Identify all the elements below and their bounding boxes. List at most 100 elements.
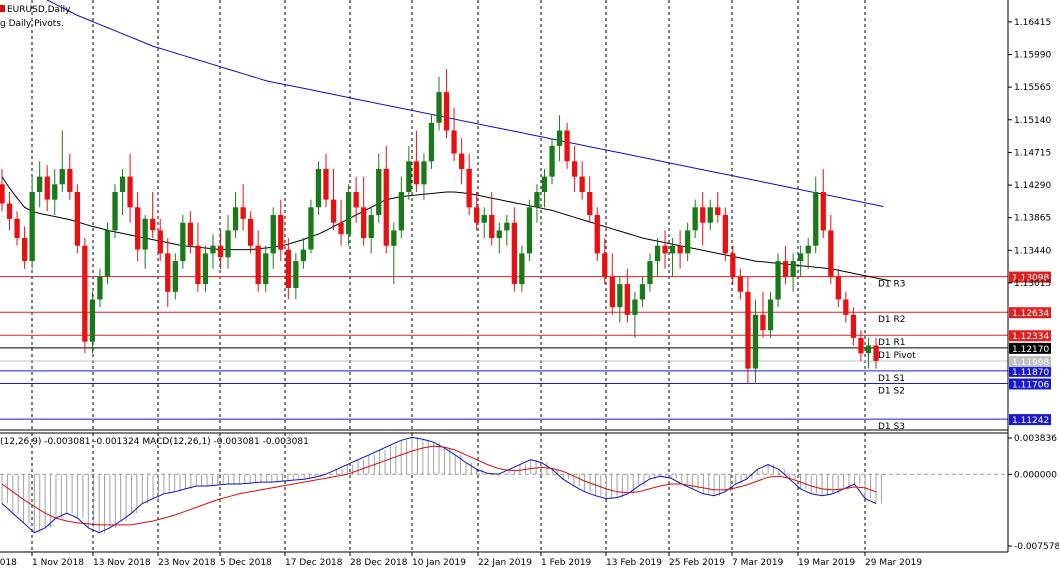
- price-tick-label: 1.15990: [1014, 51, 1051, 61]
- candle-body: [293, 261, 299, 288]
- candle-body: [6, 203, 13, 219]
- candle-body: [782, 261, 789, 277]
- macd-header: (12,26,9) -0.003081 -0.001324 MACD(12,26…: [0, 437, 309, 447]
- pivot-name: D1 R2: [878, 315, 906, 325]
- candle-body: [647, 261, 653, 285]
- candle-body: [579, 176, 585, 192]
- pivot-name: D1 S3: [878, 422, 905, 432]
- candle-body: [858, 337, 864, 354]
- candle-body: [865, 345, 872, 354]
- price-tick-label: 1.15140: [1014, 116, 1051, 126]
- pivot-name: D1 S1: [878, 374, 905, 384]
- candle-body: [873, 345, 879, 361]
- candle-body: [376, 168, 382, 215]
- candle-body: [345, 192, 352, 235]
- macd-tick-label: 0.003836: [1014, 434, 1057, 444]
- candle-body: [119, 176, 126, 192]
- candle-body: [489, 215, 495, 238]
- candle-body: [594, 215, 600, 254]
- candle-body: [707, 207, 713, 223]
- candle-body: [654, 245, 661, 262]
- date-label: 13 Feb 2019: [606, 558, 662, 568]
- chart-subtitle: g Daily Pivots.: [0, 19, 64, 29]
- candle-body: [37, 176, 43, 192]
- candle-body: [82, 245, 88, 342]
- candle-body: [263, 253, 269, 285]
- price-tick-label: 1.16415: [1014, 18, 1051, 28]
- date-label: 7 Mar 2019: [732, 558, 784, 568]
- candle-body: [278, 215, 284, 250]
- candle-body: [22, 238, 28, 261]
- candle-body: [474, 207, 480, 223]
- candle-body: [534, 192, 540, 208]
- candle-body: [104, 230, 111, 277]
- pivot-name: D1 S2: [878, 386, 905, 396]
- candle-body: [135, 207, 141, 250]
- pivot-price-label: 1.12170: [1012, 345, 1049, 355]
- candle-body: [172, 261, 178, 292]
- candle-body: [639, 284, 646, 300]
- pivot-name: D1 R3: [878, 280, 906, 290]
- candle-body: [112, 192, 118, 231]
- pivot-price-label: 1.11706: [1012, 380, 1049, 390]
- pivot-price-label: 1.12634: [1012, 309, 1049, 319]
- pivot-price-tag: [1009, 342, 1051, 354]
- macd-panel: (12,26,9) -0.003081 -0.001324 MACD(12,26…: [0, 436, 1008, 534]
- candle-body: [767, 299, 774, 331]
- candle-body: [52, 184, 58, 200]
- candle-body: [195, 245, 201, 285]
- candle-body: [451, 130, 457, 154]
- price-tick-label: 1.13865: [1014, 214, 1051, 224]
- candle-body: [383, 168, 389, 246]
- pivot-price-tag: [1009, 365, 1051, 377]
- candle-body: [421, 161, 427, 185]
- candle-body: [828, 230, 834, 277]
- macd-tick-label: 0.000000: [1014, 470, 1057, 480]
- candle-body: [0, 184, 5, 204]
- candle-body: [602, 253, 608, 277]
- candle-body: [617, 284, 623, 308]
- date-label: 10 Jan 2019: [412, 558, 466, 568]
- date-label: 23 Nov 2018: [158, 558, 216, 568]
- candle-body: [157, 230, 163, 254]
- candle-body: [556, 130, 563, 146]
- candle-body: [587, 192, 593, 215]
- candle-body: [232, 207, 239, 231]
- candle-body: [564, 130, 570, 162]
- macd-tick-label: -0.007578: [1014, 542, 1059, 552]
- candle-body: [248, 218, 254, 246]
- candle-body: [700, 207, 706, 223]
- candle-body: [632, 299, 638, 315]
- candle-body: [406, 161, 412, 192]
- candle-body: [368, 215, 374, 238]
- candle-body: [466, 168, 472, 208]
- candle-body: [572, 161, 578, 177]
- candle-body: [300, 249, 306, 262]
- candle-body: [308, 207, 314, 250]
- date-label: 25 Feb 2019: [669, 558, 725, 568]
- candle-body: [692, 207, 698, 231]
- candle-body: [481, 215, 487, 223]
- candle-body: [685, 230, 691, 254]
- pivot-labels: D1 R3 1.13098 D1 R2 1.12634 D1 R1 1.12334 D1 P…: [878, 271, 1051, 432]
- date-label: 29 Mar 2019: [865, 558, 922, 568]
- candle-body: [805, 245, 811, 254]
- moving-average-lines: [1, 0, 892, 282]
- candle-body: [737, 276, 743, 292]
- candle-body: [428, 122, 435, 162]
- candle-body: [624, 284, 630, 315]
- pivot-name: D1 Pivot: [878, 351, 916, 361]
- candle-body: [609, 276, 615, 308]
- date-label: 13 Nov 2018: [93, 558, 151, 568]
- candle-body: [850, 314, 857, 338]
- candle-body: [180, 222, 186, 262]
- date-label: 5 Dec 2018: [220, 558, 272, 568]
- candle-body: [59, 168, 65, 185]
- candle-body: [255, 245, 261, 285]
- candle-body: [835, 276, 841, 300]
- candle-body: [436, 92, 442, 123]
- moving-average-slow: [46, 0, 884, 208]
- pivot-price-tag: [1009, 414, 1051, 426]
- date-label: 1 Nov 2018: [32, 558, 84, 568]
